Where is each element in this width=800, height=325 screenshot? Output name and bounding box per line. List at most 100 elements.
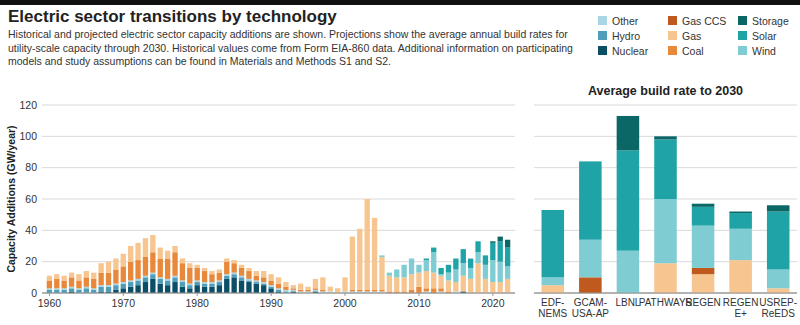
bar-segment xyxy=(446,265,451,273)
bar-segment xyxy=(106,261,111,262)
bar-segment xyxy=(106,261,111,262)
bar-segment xyxy=(143,238,148,239)
bar-segment xyxy=(143,238,148,239)
bar-segment xyxy=(468,259,473,268)
bar-segment xyxy=(357,229,362,290)
bar-segment xyxy=(91,272,96,273)
bar-segment xyxy=(150,279,155,293)
bar-segment xyxy=(313,278,318,279)
bar-segment xyxy=(475,252,480,263)
bar-segment xyxy=(328,286,333,287)
bar-segment xyxy=(276,290,281,292)
bar-segment xyxy=(187,263,192,268)
bar-segment xyxy=(135,243,140,260)
bar-segment xyxy=(261,271,266,277)
bar-segment xyxy=(409,259,414,275)
bar-segment xyxy=(224,262,229,275)
bar-segment xyxy=(143,238,148,239)
bar-segment xyxy=(379,255,384,257)
bar-segment xyxy=(143,276,148,278)
bar-segment xyxy=(180,258,185,259)
legend-swatch xyxy=(738,16,747,25)
bar-segment xyxy=(106,273,111,286)
bar-segment xyxy=(767,270,790,289)
bar-segment xyxy=(187,268,192,284)
bar-segment xyxy=(224,259,229,262)
legend-label: Gas xyxy=(682,30,701,42)
bar-segment xyxy=(276,277,281,278)
bar-segment xyxy=(453,282,458,291)
bar-segment xyxy=(135,242,140,243)
bar-segment xyxy=(453,259,458,270)
y-tick-label: 80 xyxy=(25,161,37,173)
bar-segment xyxy=(313,288,318,290)
legend-label: Wind xyxy=(752,45,776,57)
bar-segment xyxy=(106,262,111,273)
x-tick-label: REGENE+ xyxy=(723,297,759,319)
x-tick-label: REGEN xyxy=(685,297,721,308)
bar-segment xyxy=(498,237,503,242)
bar-segment xyxy=(305,286,310,287)
bar-segment xyxy=(76,274,81,275)
bar-segment xyxy=(98,263,103,272)
bar-segment xyxy=(180,258,185,259)
bar-segment xyxy=(490,241,495,243)
bar-segment xyxy=(283,282,288,283)
chart: 020406080100120Capacity Additions (GW/ye… xyxy=(5,99,515,310)
bar-segment xyxy=(224,258,229,259)
bar-segment xyxy=(195,282,200,285)
bar-segment xyxy=(84,271,89,272)
x-tick-label: EDF-NEMS xyxy=(538,297,567,319)
bar-segment xyxy=(475,263,480,293)
y-tick-label: 40 xyxy=(25,224,37,236)
bar-segment xyxy=(135,285,140,293)
bar-segment xyxy=(180,280,185,282)
bar-segment xyxy=(217,269,222,270)
bar-segment xyxy=(350,236,355,237)
bar-segment xyxy=(202,271,207,282)
legend-swatch xyxy=(668,16,677,25)
bar-segment xyxy=(453,270,458,283)
bar-segment xyxy=(91,273,96,279)
bar-segment xyxy=(135,242,140,243)
bar-segment xyxy=(254,280,259,282)
bar-segment xyxy=(291,285,296,286)
bar-segment xyxy=(246,267,251,268)
bar-segment xyxy=(165,279,170,281)
bar-segment xyxy=(394,269,399,270)
legend-label: Solar xyxy=(752,30,777,42)
x-tick-label: 2020 xyxy=(481,297,505,309)
bar-segment xyxy=(106,261,111,262)
bar-segment xyxy=(98,263,103,264)
bar-segment xyxy=(76,274,81,275)
bar-segment xyxy=(202,267,207,268)
bar-segment xyxy=(365,199,370,200)
x-tick-label: 1980 xyxy=(186,297,210,309)
bar-segment xyxy=(135,279,140,281)
bar-segment xyxy=(47,280,52,288)
bar-segment xyxy=(313,278,318,279)
bar-segment xyxy=(121,253,126,254)
bar-segment xyxy=(209,287,214,293)
bar-segment xyxy=(438,276,443,289)
legend-label: Coal xyxy=(682,45,704,57)
bar-segment xyxy=(401,264,406,265)
bar-segment xyxy=(180,263,185,280)
bar-segment xyxy=(283,282,288,283)
bar-segment xyxy=(239,276,244,278)
bar-segment xyxy=(424,258,429,259)
bar-segment xyxy=(342,277,347,278)
bar-segment xyxy=(195,285,200,293)
bar-segment xyxy=(767,212,790,270)
bar-segment xyxy=(158,277,163,279)
bar-segment xyxy=(416,264,421,265)
bar-segment xyxy=(187,263,192,264)
bar-segment xyxy=(431,252,436,272)
x-tick-label: LBNL xyxy=(615,297,640,308)
bar-segment xyxy=(106,261,111,262)
bar-segment xyxy=(150,235,155,236)
bar-segment xyxy=(342,277,347,278)
bar-segment xyxy=(150,274,155,279)
bar-segment xyxy=(283,290,288,292)
bar-segment xyxy=(328,286,333,287)
